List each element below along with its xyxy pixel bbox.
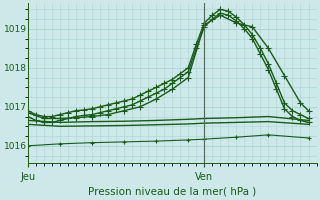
X-axis label: Pression niveau de la mer( hPa ): Pression niveau de la mer( hPa ) bbox=[88, 187, 256, 197]
